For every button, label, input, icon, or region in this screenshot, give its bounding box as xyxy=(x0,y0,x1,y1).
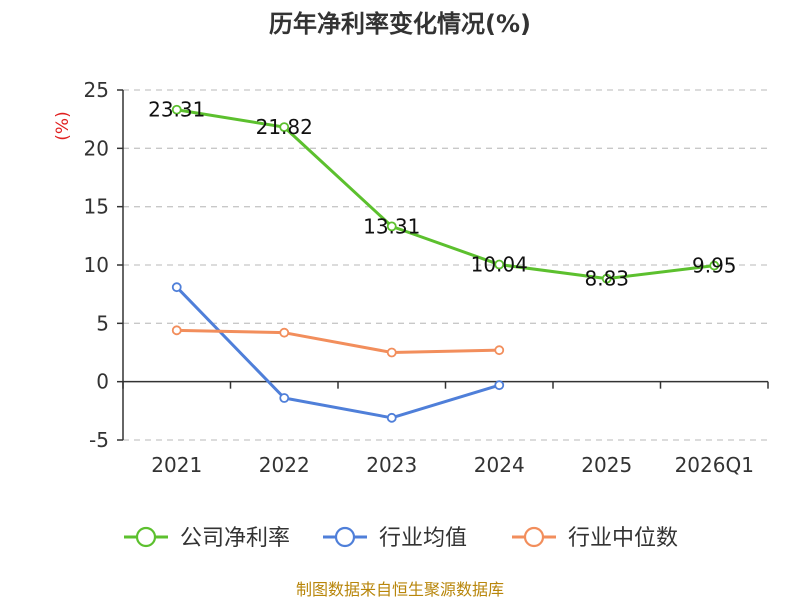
data-label: 23.31 xyxy=(148,98,205,122)
data-labels: 23.31 21.82 13.31 10.04 8.83 9.95 xyxy=(148,98,736,291)
data-point xyxy=(279,393,290,403)
x-tick-label: 2021 xyxy=(151,453,202,477)
legend-label: 行业中位数 xyxy=(568,526,678,551)
legend-marker xyxy=(523,526,545,548)
x-tick-label: 2024 xyxy=(474,453,525,477)
data-label: 8.83 xyxy=(584,267,629,291)
series-line-2 xyxy=(175,328,501,354)
data-label: 21.82 xyxy=(256,115,313,139)
legend: 公司净利率 行业均值 行业中位数 xyxy=(124,526,678,551)
data-point xyxy=(494,380,505,391)
legend-marker xyxy=(334,526,356,548)
y-axis-label: (%) xyxy=(53,111,73,140)
x-tick-label: 2025 xyxy=(581,453,632,477)
x-tick-label: 2022 xyxy=(259,453,310,477)
axes xyxy=(117,89,769,441)
data-point xyxy=(279,327,290,338)
data-point xyxy=(386,412,397,423)
y-tick-label: 20 xyxy=(84,136,109,160)
data-point xyxy=(279,122,290,132)
y-tick-label: 25 xyxy=(84,78,109,102)
y-tick-label: 10 xyxy=(84,253,109,277)
y-tick-label: 15 xyxy=(84,195,109,219)
y-tick-label: -5 xyxy=(89,428,109,452)
x-tick-label: 2026Q1 xyxy=(675,453,754,477)
source-note: 制图数据来自恒生聚源数据库 xyxy=(296,580,504,599)
legend-marker xyxy=(135,526,157,548)
series-layer xyxy=(171,104,720,423)
series-line-1 xyxy=(175,285,501,420)
series-line-0 xyxy=(175,108,716,281)
data-label: 9.95 xyxy=(692,254,737,278)
x-tick-label: 2023 xyxy=(366,453,417,477)
legend-label: 行业均值 xyxy=(379,526,467,551)
data-point xyxy=(601,273,612,284)
data-point xyxy=(171,282,182,293)
data-point xyxy=(386,221,397,232)
data-point xyxy=(494,345,505,356)
data-label: 10.04 xyxy=(471,253,528,277)
data-label: 13.31 xyxy=(363,214,420,238)
data-point xyxy=(386,347,397,358)
y-tick-label: 0 xyxy=(96,370,109,394)
gridlines xyxy=(123,89,768,441)
data-point xyxy=(709,260,720,271)
data-point xyxy=(171,104,182,115)
legend-label: 公司净利率 xyxy=(180,526,290,551)
data-point xyxy=(171,325,182,336)
y-tick-label: 5 xyxy=(96,311,109,335)
chart-title: 历年净利率变化情况(%) xyxy=(269,10,531,38)
data-point xyxy=(494,259,505,270)
